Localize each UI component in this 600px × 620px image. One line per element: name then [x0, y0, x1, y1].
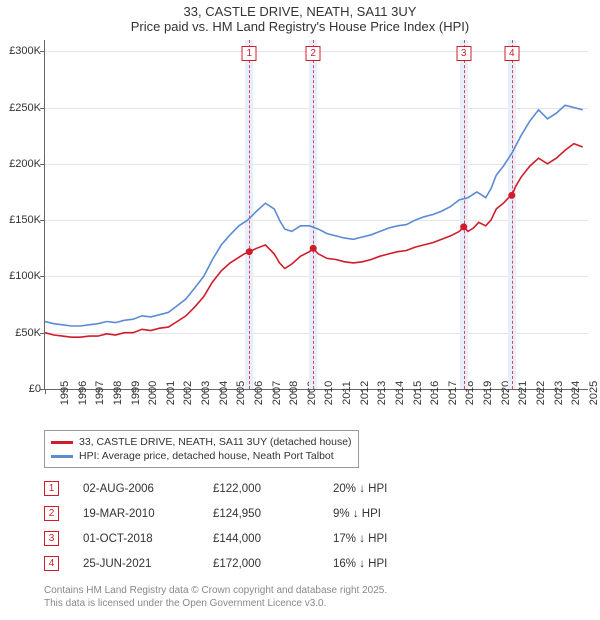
- title-main: 33, CASTLE DRIVE, NEATH, SA11 3UY: [0, 0, 600, 19]
- sales-date: 25-JUN-2021: [83, 558, 213, 570]
- sales-marker: 3: [44, 531, 59, 546]
- sales-diff: 17% ↓ HPI: [333, 533, 453, 545]
- sales-marker: 1: [44, 481, 59, 496]
- sales-row: 3 01-OCT-2018£144,00017% ↓ HPI: [44, 526, 588, 551]
- sales-date: 02-AUG-2006: [83, 483, 213, 495]
- legend-swatch-property: [51, 441, 73, 444]
- sales-date: 01-OCT-2018: [83, 533, 213, 545]
- series-line: [45, 144, 583, 338]
- sale-dot: [460, 223, 467, 230]
- series-line: [45, 105, 583, 326]
- legend-swatch-hpi: [51, 455, 73, 458]
- sales-diff: 20% ↓ HPI: [333, 483, 453, 495]
- sales-row: 2 19-MAR-2010£124,9509% ↓ HPI: [44, 501, 588, 526]
- sales-price: £144,000: [213, 533, 333, 545]
- legend: 33, CASTLE DRIVE, NEATH, SA11 3UY (detac…: [44, 430, 359, 468]
- sales-price: £124,950: [213, 508, 333, 520]
- footer-line2: This data is licensed under the Open Gov…: [44, 597, 588, 610]
- sales-row: 1 02-AUG-2006£122,00020% ↓ HPI: [44, 476, 588, 501]
- sales-marker: 2: [44, 506, 59, 521]
- title-sub: Price paid vs. HM Land Registry's House …: [0, 19, 600, 40]
- sale-band-marker: 4: [504, 46, 519, 61]
- ytick-label: £150K: [9, 214, 41, 226]
- legend-row-property: 33, CASTLE DRIVE, NEATH, SA11 3UY (detac…: [51, 435, 352, 449]
- legend-row-hpi: HPI: Average price, detached house, Neat…: [51, 449, 352, 463]
- price-chart: £0£50K£100K£150K£200K£250K£300K199519961…: [44, 40, 588, 390]
- ytick-label: £0: [29, 383, 41, 395]
- footer: Contains HM Land Registry data © Crown c…: [44, 584, 588, 610]
- sales-price: £122,000: [213, 483, 333, 495]
- sales-row: 4 25-JUN-2021£172,00016% ↓ HPI: [44, 551, 588, 576]
- legend-label-property: 33, CASTLE DRIVE, NEATH, SA11 3UY (detac…: [79, 436, 352, 448]
- sale-band-marker: 3: [456, 46, 471, 61]
- sale-dot: [508, 192, 515, 199]
- sale-dot: [246, 248, 253, 255]
- ytick-label: £250K: [9, 102, 41, 114]
- ytick-label: £50K: [15, 327, 41, 339]
- sale-dot: [310, 245, 317, 252]
- sales-date: 19-MAR-2010: [83, 508, 213, 520]
- ytick-label: £100K: [9, 270, 41, 282]
- sales-table: 1 02-AUG-2006£122,00020% ↓ HPI 2 19-MAR-201…: [44, 476, 588, 576]
- footer-line1: Contains HM Land Registry data © Crown c…: [44, 584, 588, 597]
- ytick-label: £200K: [9, 158, 41, 170]
- legend-label-hpi: HPI: Average price, detached house, Neat…: [79, 450, 334, 462]
- sales-diff: 9% ↓ HPI: [333, 508, 453, 520]
- chart-lines: [45, 40, 588, 389]
- sales-diff: 16% ↓ HPI: [333, 558, 453, 570]
- sales-marker: 4: [44, 556, 59, 571]
- sales-price: £172,000: [213, 558, 333, 570]
- sale-band-marker: 1: [242, 46, 257, 61]
- ytick-label: £300K: [9, 45, 41, 57]
- sale-band-marker: 2: [306, 46, 321, 61]
